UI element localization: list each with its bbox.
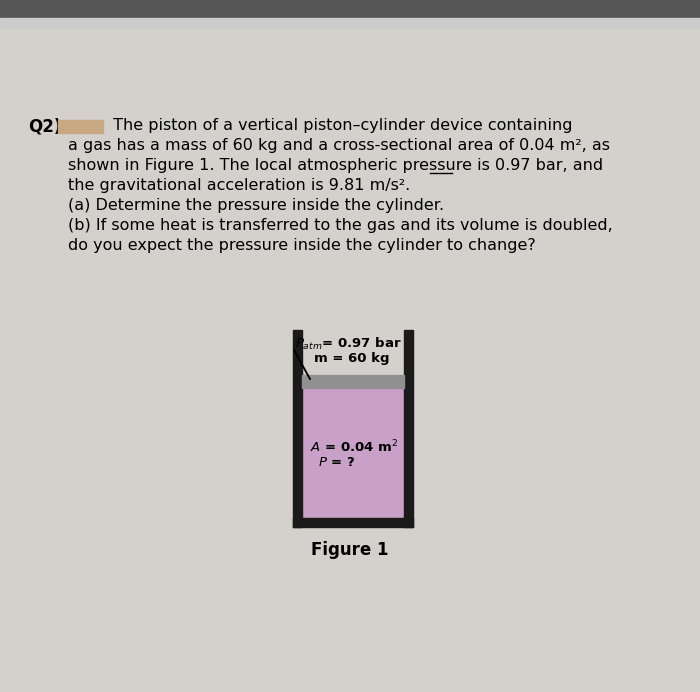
Bar (302, 375, 404, 388)
Bar (293, 518, 413, 527)
Text: the gravitational acceleration is 9.81 m/s².: the gravitational acceleration is 9.81 m… (68, 178, 410, 193)
Text: a gas has a mass of 60 kg and a cross-sectional area of 0.04 m², as: a gas has a mass of 60 kg and a cross-se… (68, 138, 610, 153)
Text: (a) Determine the pressure inside the cylinder.: (a) Determine the pressure inside the cy… (68, 198, 444, 213)
Text: m = 60 kg: m = 60 kg (314, 352, 390, 365)
Bar (0, 0, 700, 18)
Text: $P_{atm}$= 0.97 bar: $P_{atm}$= 0.97 bar (295, 336, 401, 352)
Bar (293, 330, 302, 527)
Bar (404, 330, 413, 527)
Bar (302, 388, 404, 518)
Text: Q2): Q2) (28, 118, 62, 136)
Text: $A$ = 0.04 m$^2$: $A$ = 0.04 m$^2$ (310, 439, 398, 455)
Text: $P$ = ?: $P$ = ? (318, 456, 355, 469)
Text: Figure 1: Figure 1 (312, 541, 388, 559)
Text: shown in Figure 1. The local atmospheric pressure is 0.97 bar, and: shown in Figure 1. The local atmospheric… (68, 158, 603, 173)
Bar (0, 18, 700, 28)
Text: (b) If some heat is transferred to the gas and its volume is doubled,: (b) If some heat is transferred to the g… (68, 218, 612, 233)
Text: do you expect the pressure inside the cylinder to change?: do you expect the pressure inside the cy… (68, 238, 536, 253)
Bar (58, 120, 103, 133)
Text: The piston of a vertical piston–cylinder device containing: The piston of a vertical piston–cylinder… (108, 118, 573, 133)
